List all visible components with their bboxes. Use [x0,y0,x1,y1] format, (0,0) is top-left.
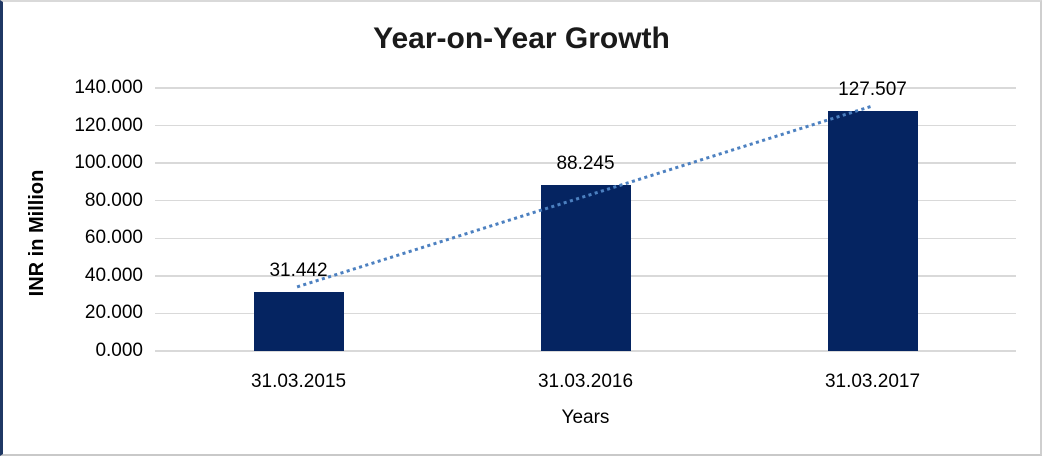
bar-value-label: 31.442 [269,259,328,281]
y-tick-label: 140.000 [74,77,143,98]
x-category-label: 31.03.2017 [824,371,921,392]
chart-title: Year-on-Year Growth [373,22,670,55]
bar-value-label: 127.507 [838,79,907,101]
gridline [155,350,1016,352]
y-tick-label: 120.000 [74,114,143,136]
bar [827,111,918,351]
plot-area [155,87,1016,352]
y-tick-label: 80.000 [84,189,143,211]
y-tick-label: 20.000 [84,302,143,324]
x-category-label: 31.03.2016 [537,371,634,392]
y-tick-label: 0.000 [95,340,143,361]
y-tick-label: 40.000 [84,264,143,286]
bar [540,185,631,351]
x-category-label: 31.03.2015 [250,371,347,392]
y-tick-label: 60.000 [84,227,143,249]
bar-value-label: 88.245 [556,153,615,175]
x-axis-title: Years [561,407,610,428]
gridline [155,87,1016,89]
bar [253,291,344,351]
y-tick-label: 100.000 [74,152,143,174]
